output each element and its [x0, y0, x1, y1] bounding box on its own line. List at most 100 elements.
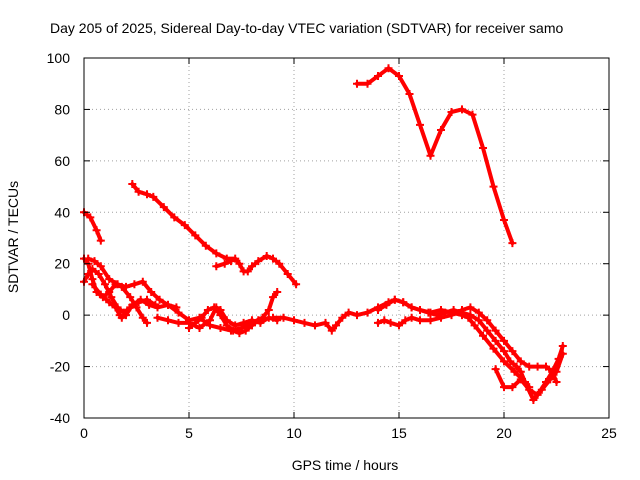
- data-point: [363, 308, 372, 317]
- data-point: [164, 300, 172, 309]
- y-tick-label: 20: [54, 256, 70, 272]
- data-point: [147, 288, 156, 296]
- x-tick-label: 15: [391, 425, 407, 441]
- data-point: [491, 365, 500, 374]
- data-point: [216, 324, 225, 332]
- data-point: [424, 308, 433, 317]
- data-point: [191, 231, 200, 240]
- data-point: [155, 295, 164, 304]
- series-track-h: [185, 303, 263, 338]
- data-point: [407, 303, 416, 312]
- data-point: [474, 316, 483, 325]
- data-point: [264, 306, 273, 314]
- data-point: [273, 288, 282, 296]
- data-point: [374, 306, 382, 314]
- series-track-l: [374, 303, 561, 386]
- data-point: [191, 318, 200, 327]
- data-point: [399, 298, 408, 307]
- data-point: [254, 257, 263, 266]
- data-point: [203, 306, 212, 314]
- data-point: [479, 144, 487, 152]
- data-point: [122, 282, 130, 291]
- data-point: [437, 126, 445, 134]
- data-point: [426, 151, 435, 160]
- data-point: [134, 187, 143, 196]
- data-point: [300, 318, 309, 327]
- data-point: [128, 180, 137, 188]
- data-point: [458, 105, 466, 114]
- data-point: [243, 267, 252, 276]
- data-point: [88, 280, 97, 289]
- data-point: [201, 241, 210, 250]
- x-tick-label: 0: [80, 425, 88, 441]
- data-point: [216, 311, 225, 320]
- data-point: [483, 326, 492, 335]
- data-point: [283, 270, 292, 278]
- data-point: [363, 79, 372, 88]
- data-point: [170, 213, 179, 222]
- data-point: [529, 396, 538, 404]
- x-tick-label: 20: [496, 425, 512, 441]
- data-point: [508, 347, 517, 356]
- data-point: [416, 120, 424, 129]
- data-point: [143, 318, 151, 327]
- y-tick-label: 60: [54, 153, 70, 169]
- data-point: [382, 300, 391, 309]
- data-point: [212, 249, 221, 258]
- data-point: [386, 318, 395, 327]
- data-point: [92, 226, 101, 235]
- data-point: [390, 295, 399, 304]
- data-point: [508, 383, 517, 392]
- data-point: [542, 362, 550, 371]
- data-point: [195, 324, 204, 332]
- data-point: [508, 239, 517, 248]
- series-track-f2: [212, 257, 235, 271]
- data-point: [489, 344, 498, 353]
- data-point: [479, 331, 487, 340]
- data-point: [212, 262, 221, 271]
- data-point: [126, 293, 135, 302]
- data-point: [269, 293, 277, 302]
- data-point: [533, 390, 542, 399]
- data-point: [96, 236, 105, 245]
- data-point: [197, 313, 206, 322]
- data-point: [84, 254, 93, 263]
- data-point: [94, 270, 103, 278]
- data-point: [374, 72, 382, 80]
- y-tick-label: 80: [54, 101, 70, 117]
- data-point: [210, 303, 219, 312]
- data-point: [174, 318, 183, 327]
- data-point: [533, 362, 542, 371]
- data-point: [88, 264, 97, 273]
- data-point: [426, 316, 435, 325]
- data-point: [262, 252, 271, 260]
- data-point: [153, 313, 162, 322]
- series-line-track-j: [355, 66, 515, 246]
- data-point: [401, 316, 410, 325]
- data-point: [130, 280, 139, 289]
- data-point: [344, 308, 353, 317]
- data-point: [384, 64, 393, 73]
- data-point: [86, 213, 95, 222]
- data-point: [128, 300, 137, 309]
- data-point: [290, 316, 298, 325]
- data-point: [458, 306, 466, 314]
- data-point: [447, 108, 456, 116]
- data-point: [506, 357, 515, 366]
- data-point: [542, 378, 550, 386]
- data-point: [235, 259, 244, 268]
- data-point: [338, 313, 347, 322]
- data-point: [395, 72, 403, 80]
- data-point: [491, 336, 500, 345]
- y-tick-label: 40: [54, 204, 70, 220]
- y-tick-label: -20: [50, 359, 70, 375]
- data-point: [96, 290, 105, 299]
- data-point: [105, 275, 114, 284]
- series-line-track-m: [493, 344, 565, 397]
- data-point: [374, 318, 382, 327]
- data-point: [269, 254, 277, 263]
- data-point: [90, 257, 99, 266]
- data-point: [554, 354, 563, 363]
- data-point: [138, 313, 147, 322]
